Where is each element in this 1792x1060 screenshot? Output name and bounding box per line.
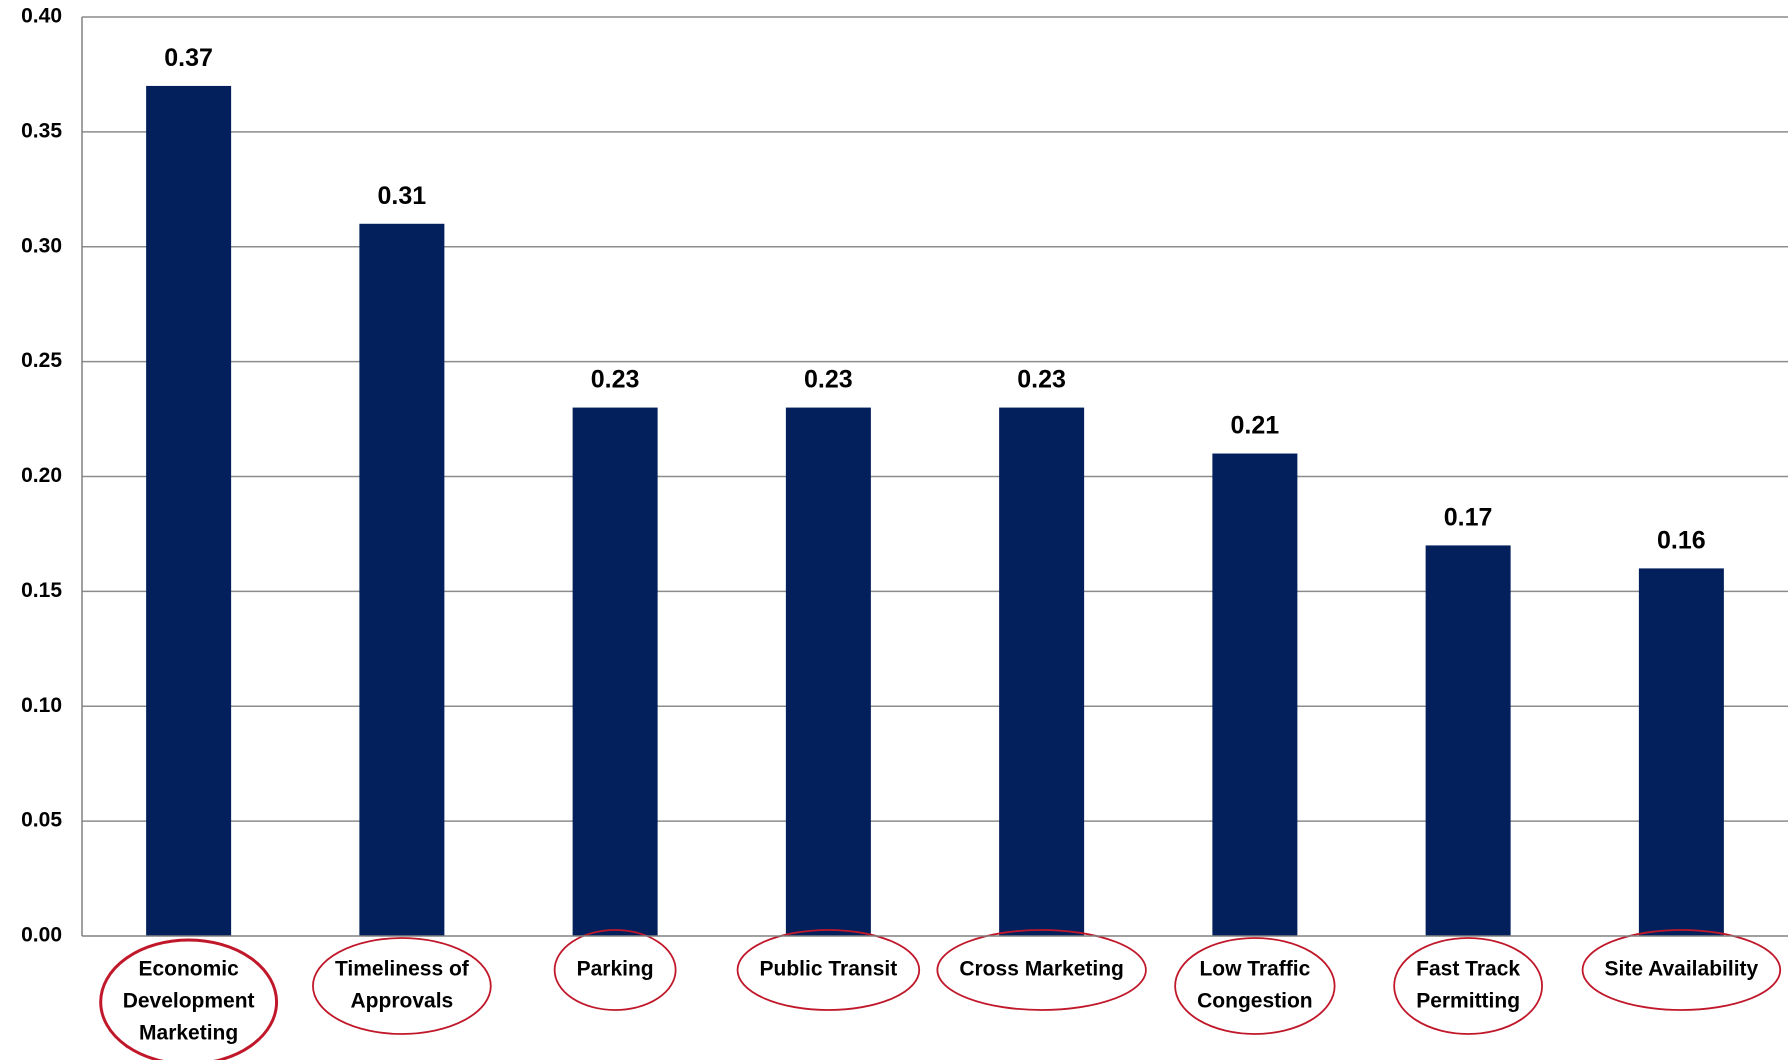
y-tick-label: 0.35	[21, 119, 62, 142]
category-label: Cross Marketing	[936, 929, 1147, 1011]
y-tick-label: 0.10	[21, 694, 62, 717]
bar	[146, 85, 232, 937]
category-label-line: Development	[123, 990, 255, 1013]
data-label: 0.17	[1444, 503, 1493, 531]
category-highlight-circle	[1393, 937, 1543, 1035]
data-label: 0.31	[378, 182, 427, 210]
category-label-line: Fast Track	[1416, 958, 1520, 981]
category-label-line: Economic	[138, 958, 239, 981]
bars	[146, 85, 1724, 937]
category-label: Timeliness of Approvals	[312, 937, 492, 1035]
category-label-line: Approvals	[351, 990, 454, 1013]
category-highlight-circle	[1174, 937, 1336, 1035]
category-label-line: Marketing	[139, 1022, 238, 1045]
category-label: Fast Track Permitting	[1393, 937, 1543, 1035]
category-label: Public Transit	[736, 929, 921, 1011]
category-label: Parking	[553, 929, 677, 1011]
category-highlight-circle	[936, 929, 1147, 1011]
category-highlight-circle	[312, 937, 492, 1035]
category-label: Economic Development Marketing	[99, 938, 279, 1060]
category-highlight-circle	[99, 938, 279, 1060]
bar	[999, 407, 1085, 936]
bar	[359, 223, 445, 936]
y-tick-label: 0.00	[21, 924, 62, 947]
category-label-line: Congestion	[1197, 990, 1313, 1013]
data-label: 0.23	[1017, 366, 1066, 394]
data-label: 0.23	[591, 366, 640, 394]
category-label-line: Timeliness of	[335, 958, 470, 981]
y-tick-label: 0.20	[21, 464, 62, 487]
y-tick-label: 0.30	[21, 234, 62, 257]
category-label-line: Low Traffic	[1199, 958, 1310, 981]
category-label-line: Permitting	[1416, 990, 1520, 1013]
category-highlight-circle	[1581, 929, 1782, 1011]
category-label-line: Public Transit	[760, 958, 898, 981]
category-label-line: Parking	[577, 958, 654, 981]
bar	[1212, 453, 1298, 936]
category-label-line: Cross Marketing	[959, 958, 1124, 981]
data-label: 0.37	[164, 44, 213, 72]
y-tick-label: 0.25	[21, 349, 62, 372]
data-label: 0.23	[804, 366, 853, 394]
y-tick-label: 0.40	[21, 5, 62, 28]
y-axis-tick-labels: 0.00 0.05 0.10 0.15 0.20 0.25 0.30 0.35 0.40	[21, 5, 62, 947]
data-label: 0.21	[1231, 412, 1280, 440]
category-label-line: Site Availability	[1605, 958, 1759, 981]
bar	[785, 407, 871, 936]
bar	[572, 407, 658, 936]
y-tick-label: 0.05	[21, 809, 62, 832]
y-tick-label: 0.15	[21, 579, 62, 602]
category-highlight-circle	[736, 929, 921, 1011]
bar	[1425, 545, 1511, 936]
x-axis-category-labels: Economic Development Marketing Timeliness o…	[99, 929, 1782, 1060]
gridlines	[82, 16, 1788, 822]
data-label: 0.16	[1657, 526, 1706, 554]
category-highlight-circle	[553, 929, 677, 1011]
category-label: Site Availability	[1581, 929, 1782, 1011]
bar	[1638, 568, 1724, 936]
data-labels: 0.37 0.31 0.23 0.23 0.23 0.21 0.17 0.16	[164, 44, 1705, 554]
category-label: Low Traffic Congestion	[1174, 937, 1336, 1035]
